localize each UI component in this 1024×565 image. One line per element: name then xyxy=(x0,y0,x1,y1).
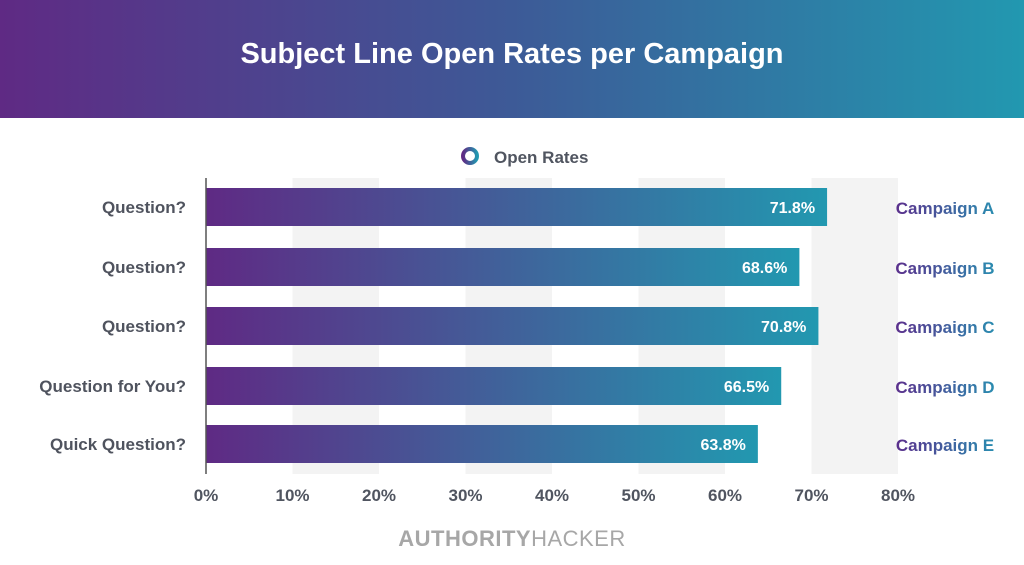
grid-band xyxy=(811,178,898,474)
campaign-label: Campaign B xyxy=(895,259,994,278)
bar xyxy=(206,367,782,405)
x-tick-label: 40% xyxy=(535,486,569,505)
legend: Open Rates xyxy=(461,147,588,167)
bar-value-label: 66.5% xyxy=(724,379,769,396)
campaign-label: Campaign C xyxy=(895,318,994,337)
x-tick-label: 20% xyxy=(362,486,396,505)
legend-label: Open Rates xyxy=(494,148,588,167)
bar xyxy=(206,248,800,286)
bar-value-label: 70.8% xyxy=(761,319,806,336)
brand-bold: AUTHORITY xyxy=(398,526,532,551)
brand-light: HACKER xyxy=(531,526,626,551)
x-tick-label: 10% xyxy=(275,486,309,505)
x-tick-label: 50% xyxy=(621,486,655,505)
category-label: Question for You? xyxy=(39,377,186,396)
x-tick-label: 0% xyxy=(194,486,219,505)
bar xyxy=(206,425,758,463)
bar-value-label: 68.6% xyxy=(742,260,787,277)
campaign-label: Campaign D xyxy=(895,378,994,397)
category-label: Question? xyxy=(102,317,186,336)
bar xyxy=(206,307,819,345)
x-tick-label: 70% xyxy=(794,486,828,505)
legend-ring-icon xyxy=(461,147,479,165)
bar-value-label: 71.8% xyxy=(770,200,815,217)
campaign-label: Campaign A xyxy=(896,199,995,218)
campaign-label: Campaign E xyxy=(896,436,994,455)
bar xyxy=(206,188,828,226)
category-label: Quick Question? xyxy=(50,435,186,454)
chart-title: Subject Line Open Rates per Campaign xyxy=(240,38,784,70)
category-label: Question? xyxy=(102,258,186,277)
x-tick-label: 60% xyxy=(708,486,742,505)
bar-value-label: 63.8% xyxy=(700,437,745,454)
category-label: Question? xyxy=(102,198,186,217)
x-tick-label: 80% xyxy=(881,486,915,505)
brand-logo: AUTHORITYHACKER xyxy=(0,526,1024,552)
x-tick-label: 30% xyxy=(448,486,482,505)
header-banner xyxy=(0,0,1024,118)
